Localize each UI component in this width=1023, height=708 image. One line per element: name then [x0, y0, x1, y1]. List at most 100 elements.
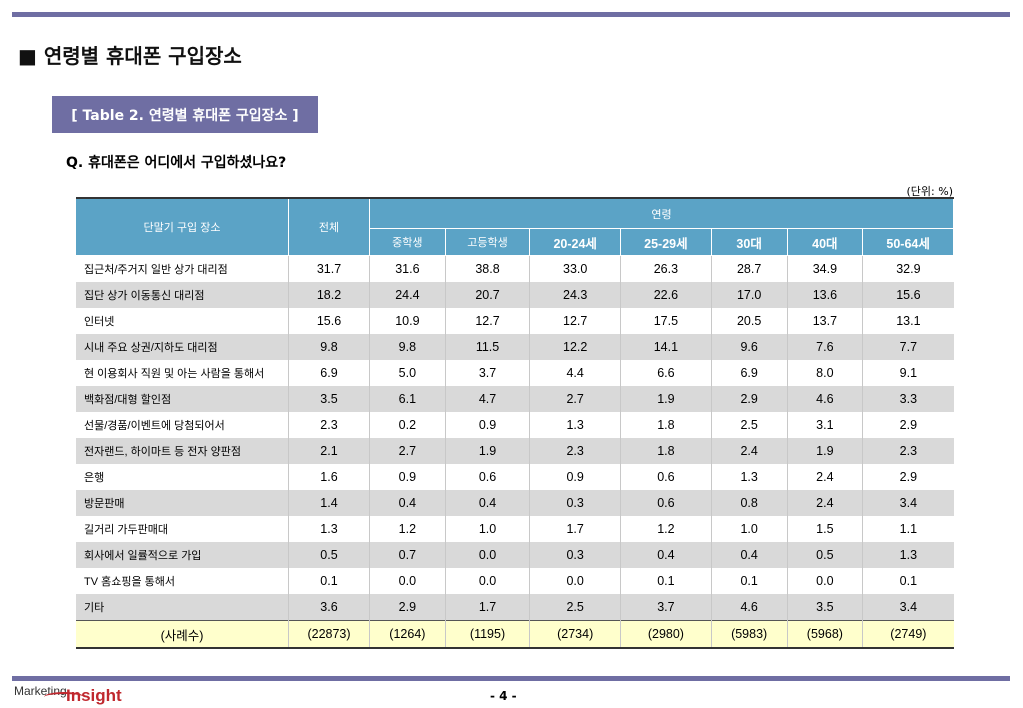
top-divider [12, 12, 1010, 17]
table-row: 선물/경품/이벤트에 당첨되어서 2.3 0.2 0.9 1.3 1.8 2.5 3.1 2.9 [76, 412, 954, 438]
header-age: 25-29세 [620, 228, 712, 256]
table-row: 기타 3.6 2.9 1.7 2.5 3.7 4.6 3.5 3.4 [76, 594, 954, 621]
cell-value: 0.2 [369, 412, 446, 438]
header-age: 40대 [787, 228, 864, 256]
cell-value: 3.1 [787, 412, 864, 438]
cell-value: (5983) [711, 620, 788, 649]
header-age: 30대 [711, 228, 788, 256]
cell-value: 2.1 [288, 438, 370, 464]
header-place: 단말기 구입 장소 [76, 198, 289, 256]
cell-value: 0.6 [620, 464, 712, 490]
survey-question: Q. 휴대폰은 어디에서 구입하셨나요? [66, 155, 287, 171]
cell-value: 0.4 [445, 490, 531, 516]
cell-value: 6.9 [711, 360, 788, 386]
cell-value: 13.1 [862, 308, 954, 334]
cell-value: 8.0 [787, 360, 864, 386]
cell-value: 11.5 [445, 334, 531, 360]
row-label: (사례수) [76, 620, 289, 649]
cell-value: 1.3 [862, 542, 954, 568]
cell-value: 0.4 [620, 542, 712, 568]
cell-value: 1.9 [787, 438, 864, 464]
cell-value: (1264) [369, 620, 446, 649]
cell-value: 3.7 [445, 360, 531, 386]
table-row: 은행 1.6 0.9 0.6 0.9 0.6 1.3 2.4 2.9 [76, 464, 954, 490]
cell-value: 4.6 [711, 594, 788, 621]
cell-value: 0.8 [711, 490, 788, 516]
cell-value: 12.7 [445, 308, 531, 334]
cell-value: 1.0 [711, 516, 788, 542]
cell-value: 10.9 [369, 308, 446, 334]
cell-value: (5968) [787, 620, 864, 649]
cell-value: 6.6 [620, 360, 712, 386]
marketing-insight-logo: Marketing Insight [14, 684, 139, 705]
cell-value: 0.0 [787, 568, 864, 594]
table-row: 회사에서 일률적으로 가입 0.5 0.7 0.0 0.3 0.4 0.4 0.5 1.3 [76, 542, 954, 568]
row-label: 선물/경품/이벤트에 당첨되어서 [76, 412, 289, 438]
cell-value: 0.1 [620, 568, 712, 594]
cell-value: 17.5 [620, 308, 712, 334]
cell-value: 1.2 [620, 516, 712, 542]
cell-value: 1.5 [787, 516, 864, 542]
cell-value: 33.0 [529, 255, 622, 282]
cell-value: 22.6 [620, 282, 712, 308]
row-label: 회사에서 일률적으로 가입 [76, 542, 289, 568]
cell-value: 3.5 [288, 386, 370, 412]
row-label: 길거리 가두판매대 [76, 516, 289, 542]
table-row: 방문판매 1.4 0.4 0.4 0.3 0.6 0.8 2.4 3.4 [76, 490, 954, 516]
cell-value: 9.1 [862, 360, 954, 386]
cell-value: 2.9 [862, 464, 954, 490]
header-total: 전체 [288, 198, 370, 256]
cell-value: 13.6 [787, 282, 864, 308]
cell-value: 3.4 [862, 490, 954, 516]
cell-value: 2.5 [529, 594, 622, 621]
cell-value: 0.1 [711, 568, 788, 594]
table-row: 인터넷 15.6 10.9 12.7 12.7 17.5 20.5 13.7 13.1 [76, 308, 954, 334]
row-label: 인터넷 [76, 308, 289, 334]
row-label: 집근처/주거지 일반 상가 대리점 [76, 255, 289, 282]
row-label: 백화점/대형 할인점 [76, 386, 289, 412]
bottom-divider [12, 676, 1010, 681]
cell-value: 31.7 [288, 255, 370, 282]
cell-value: 2.5 [711, 412, 788, 438]
cell-value: 32.9 [862, 255, 954, 282]
cell-value: 2.3 [862, 438, 954, 464]
cell-value: (22873) [288, 620, 370, 649]
cell-value: 2.4 [711, 438, 788, 464]
cell-value: 2.9 [711, 386, 788, 412]
table-row: 현 이용회사 직원 및 아는 사람을 통해서 6.9 5.0 3.7 4.4 6.6 6.9… [76, 360, 954, 386]
cell-value: 24.4 [369, 282, 446, 308]
cell-value: 0.0 [529, 568, 622, 594]
cell-value: 0.9 [529, 464, 622, 490]
cell-value: 14.1 [620, 334, 712, 360]
cell-value: (2734) [529, 620, 622, 649]
cell-value: 1.7 [529, 516, 622, 542]
cell-value: 9.8 [288, 334, 370, 360]
cell-value: 0.0 [445, 568, 531, 594]
cell-value: 0.9 [369, 464, 446, 490]
table-row: 길거리 가두판매대 1.3 1.2 1.0 1.7 1.2 1.0 1.5 1.1 [76, 516, 954, 542]
cell-value: 15.6 [288, 308, 370, 334]
page-title: ■ 연령별 휴대폰 구입장소 [18, 44, 242, 68]
cell-value: 38.8 [445, 255, 531, 282]
cell-value: 15.6 [862, 282, 954, 308]
row-label: 기타 [76, 594, 289, 621]
cell-value: 26.3 [620, 255, 712, 282]
cell-value: 2.3 [288, 412, 370, 438]
cell-value: (2980) [620, 620, 712, 649]
cell-value: 2.3 [529, 438, 622, 464]
cell-value: 4.7 [445, 386, 531, 412]
cell-value: 9.8 [369, 334, 446, 360]
cell-value: 1.3 [711, 464, 788, 490]
table-caption: [ Table 2. 연령별 휴대폰 구입장소 ] [52, 96, 318, 133]
cell-value: 0.6 [620, 490, 712, 516]
cell-value: 1.9 [620, 386, 712, 412]
cell-value: 0.0 [369, 568, 446, 594]
cell-value: 0.5 [787, 542, 864, 568]
cell-value: 2.7 [529, 386, 622, 412]
cell-value: 3.3 [862, 386, 954, 412]
cell-value: 1.0 [445, 516, 531, 542]
table-row: 전자랜드, 하이마트 등 전자 양판점 2.1 2.7 1.9 2.3 1.8 2.4 1.9… [76, 438, 954, 464]
cell-value: 0.5 [288, 542, 370, 568]
cell-value: 3.7 [620, 594, 712, 621]
cell-value: 0.6 [445, 464, 531, 490]
